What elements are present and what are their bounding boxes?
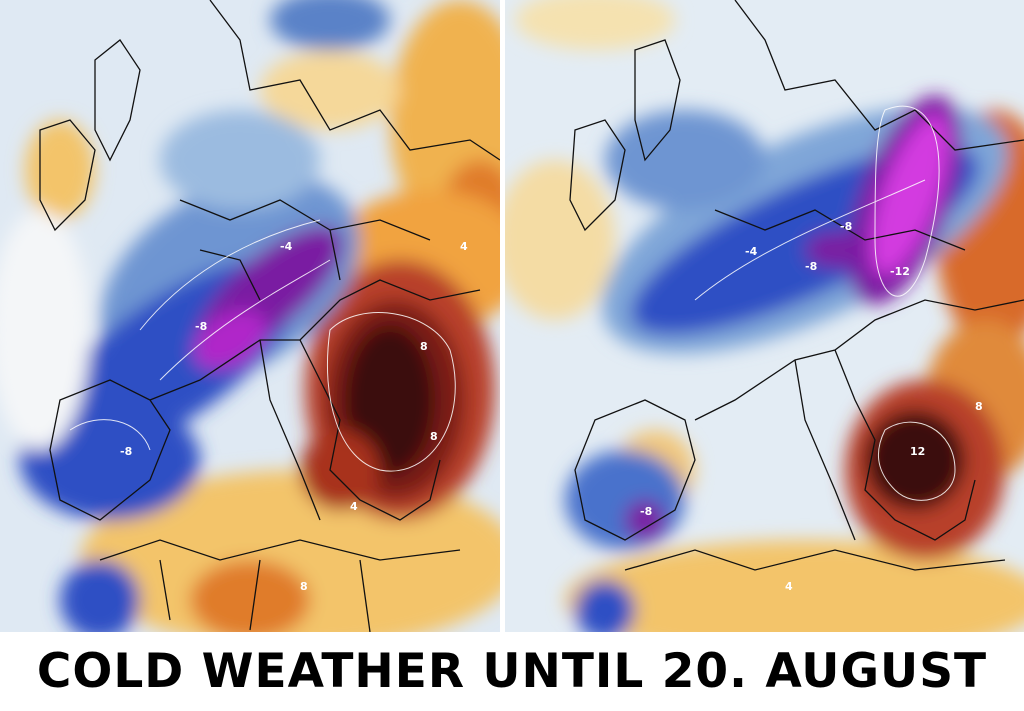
right-contour-labels: -8 -8 -12 -4 -8 12 8 4	[640, 220, 983, 593]
right-map-canvas: -8 -8 -12 -4 -8 12 8 4	[505, 0, 1024, 632]
contour-label: 4	[460, 240, 468, 253]
left-map-canvas: -8 -8 8 8 4 -4 4 8	[0, 0, 500, 632]
left-anomaly-field	[0, 0, 500, 632]
right-contours	[694, 105, 956, 501]
contour-label: 12	[910, 445, 925, 458]
left-anomaly-map: -8 -8 8 8 4 -4 4 8	[0, 0, 500, 632]
contour-label: 8	[420, 340, 428, 353]
contour-label: 8	[975, 400, 983, 413]
contour-label: -8	[805, 260, 817, 273]
contour-label: -12	[890, 265, 910, 278]
contour-label: -8	[840, 220, 852, 233]
contour-label: -4	[280, 240, 293, 253]
left-contours	[69, 219, 456, 472]
caption-bar: COLD WEATHER UNTIL 20. AUGUST	[0, 632, 1024, 711]
contour-label: 4	[350, 500, 358, 513]
contour-label: -8	[120, 445, 132, 458]
left-contour-labels: -8 -8 8 8 4 -4 4 8	[120, 240, 468, 593]
map-divider	[500, 0, 505, 632]
right-anomaly-map: -8 -8 -12 -4 -8 12 8 4	[505, 0, 1024, 632]
contour-label: 8	[300, 580, 308, 593]
contour-label: -4	[745, 245, 758, 258]
left-coastlines	[39, 0, 500, 632]
contour-label: 4	[785, 580, 793, 593]
right-anomaly-field	[505, 0, 1024, 632]
caption-title: COLD WEATHER UNTIL 20. AUGUST	[36, 644, 988, 699]
contour-label: -8	[195, 320, 207, 333]
contour-label: -8	[640, 505, 652, 518]
right-coastlines	[569, 0, 1024, 571]
contour-label: 8	[430, 430, 438, 443]
